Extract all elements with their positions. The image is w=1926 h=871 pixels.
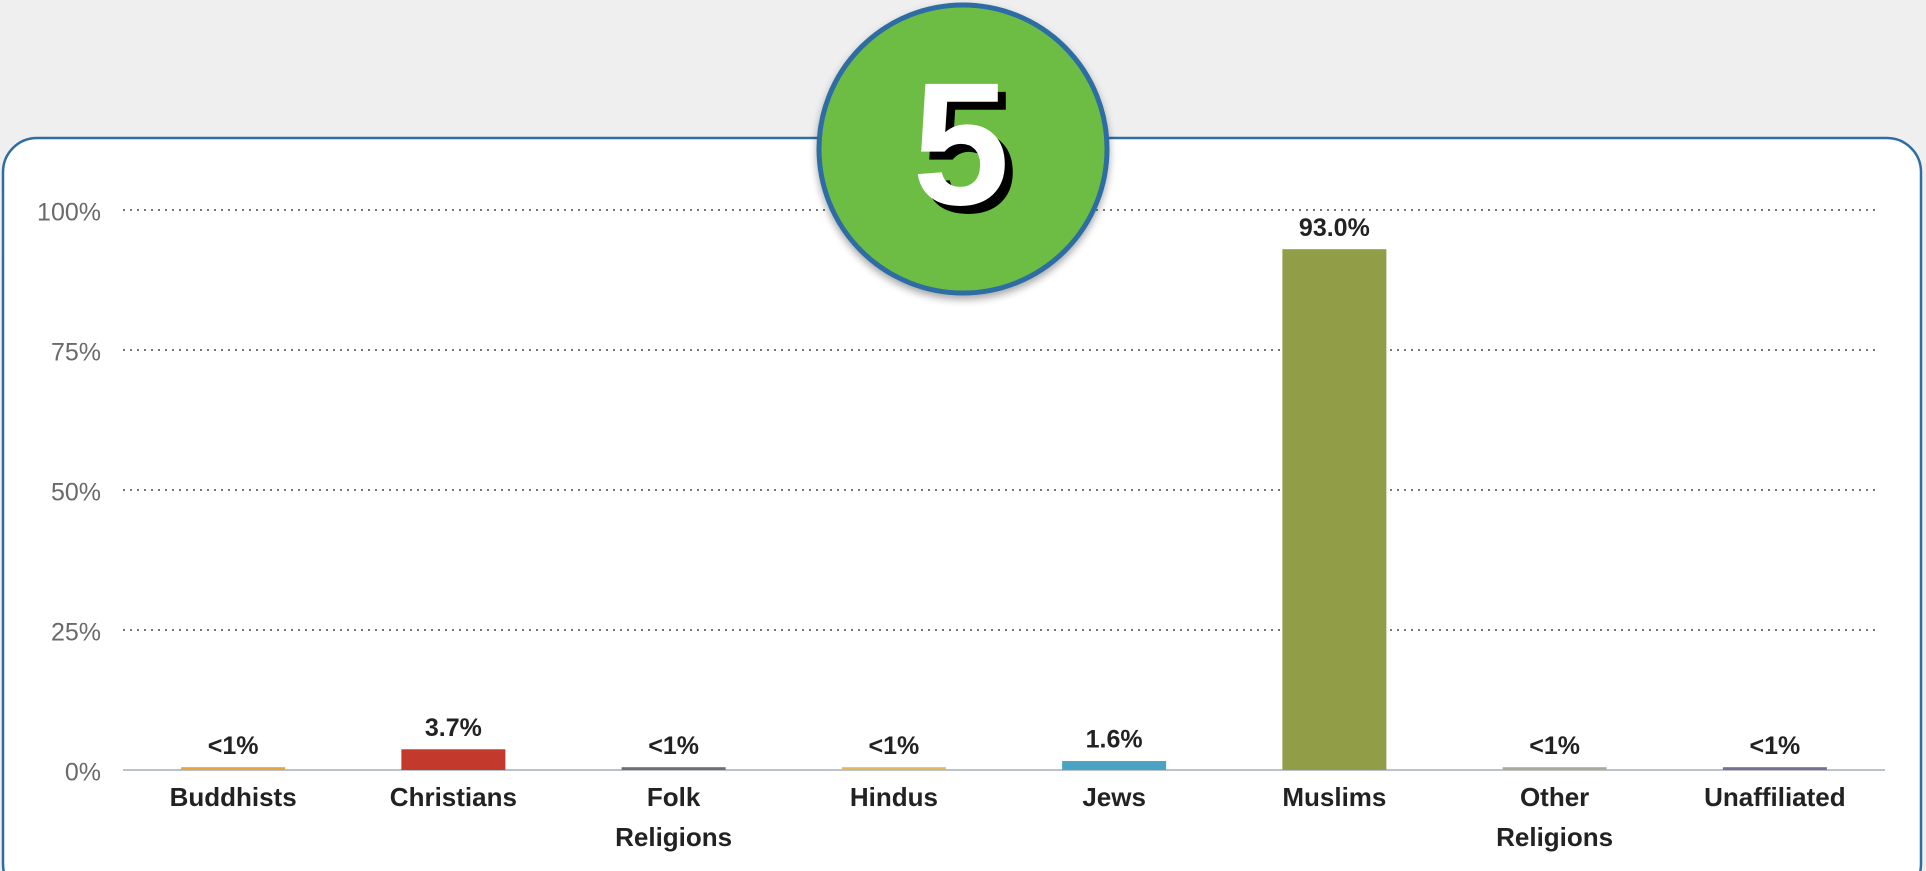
bar <box>401 749 506 770</box>
bar <box>1722 767 1827 770</box>
bar <box>621 767 726 770</box>
x-tick-label: Hindus <box>850 782 938 812</box>
value-label: <1% <box>648 732 699 760</box>
y-tick-label: 0% <box>65 759 101 787</box>
bar <box>181 767 286 770</box>
x-tick-label: Folk Religions <box>615 782 732 852</box>
badge-number: 5 <box>912 47 1009 242</box>
value-label: <1% <box>208 732 259 760</box>
x-tick-label: Other Religions <box>1496 782 1613 852</box>
y-tick-label: 50% <box>51 479 101 507</box>
bar <box>841 767 946 770</box>
x-tick-label: Christians <box>390 782 517 812</box>
bar <box>1502 767 1607 770</box>
y-tick-label: 25% <box>51 619 101 647</box>
value-label: <1% <box>869 732 920 760</box>
badge-shadow: 5 <box>920 55 1017 250</box>
y-tick-label: 100% <box>37 199 101 227</box>
x-tick-label: Unaffiliated <box>1704 782 1846 812</box>
value-label: 93.0% <box>1299 214 1370 242</box>
plot: 0% 25% 50% 75% 100% Buddhists <1% Christians 3.7… <box>37 199 1885 852</box>
bar <box>1062 761 1167 770</box>
x-tick-label: Jews <box>1082 782 1146 812</box>
x-tick-label: Muslims <box>1282 782 1386 812</box>
value-label: 3.7% <box>425 714 482 742</box>
badge-circle <box>816 2 1110 296</box>
bar <box>1282 249 1387 770</box>
x-tick-label: Buddhists <box>170 782 297 812</box>
y-tick-label: 75% <box>51 339 101 367</box>
badge: 5 5 <box>816 2 1110 296</box>
value-label: <1% <box>1750 732 1801 760</box>
value-label: <1% <box>1529 732 1580 760</box>
value-label: 1.6% <box>1086 726 1143 754</box>
